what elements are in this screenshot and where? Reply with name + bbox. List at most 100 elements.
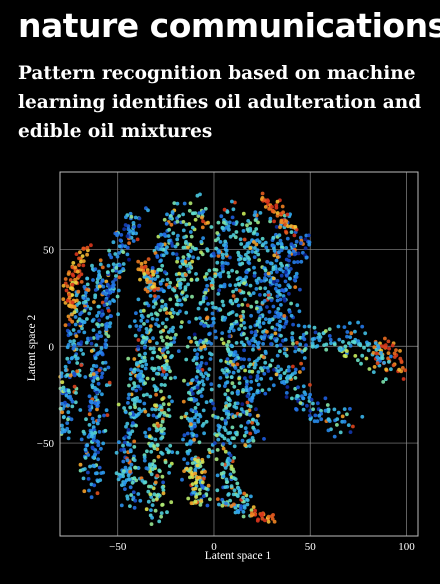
scatter-point (118, 238, 123, 243)
scatter-point (283, 222, 288, 227)
scatter-point (263, 268, 268, 273)
scatter-point (342, 325, 347, 329)
scatter-point (228, 283, 233, 288)
scatter-point (155, 473, 160, 478)
scatter-point (177, 214, 182, 218)
scatter-point (285, 236, 290, 241)
scatter-point (103, 342, 108, 346)
scatter-point (165, 510, 169, 515)
scatter-point (244, 275, 249, 279)
scatter-point (397, 367, 401, 372)
scatter-point (163, 325, 168, 329)
scatter-point (97, 269, 101, 274)
scatter-point (261, 342, 265, 346)
scatter-point (200, 460, 205, 464)
scatter-point (287, 254, 292, 258)
scatter-point (171, 287, 175, 292)
scatter-point (150, 407, 155, 412)
scatter-point (372, 365, 377, 369)
scatter-point (164, 221, 169, 226)
scatter-point (128, 324, 132, 329)
scatter-point (128, 211, 133, 216)
scatter-point (67, 360, 71, 364)
scatter-point (243, 368, 248, 373)
scatter-point (270, 205, 274, 209)
scatter-point (114, 450, 119, 455)
scatter-point (156, 268, 161, 272)
scatter-point (153, 407, 158, 412)
scatter-point (169, 222, 174, 227)
scatter-point (223, 418, 228, 423)
scatter-point (190, 461, 195, 465)
scatter-point (193, 486, 198, 491)
scatter-point (85, 443, 90, 448)
scatter-point (275, 199, 280, 204)
scatter-point (245, 394, 250, 398)
scatter-point (165, 212, 169, 217)
scatter-point (96, 275, 101, 280)
scatter-point (257, 240, 262, 244)
scatter-point (384, 367, 388, 372)
scatter-point (94, 364, 99, 369)
scatter-point (208, 276, 212, 281)
scatter-point (275, 353, 280, 358)
scatter-point (349, 331, 354, 336)
scatter-point (202, 431, 207, 436)
scatter-point (231, 359, 236, 364)
scatter-point (68, 332, 73, 336)
scatter-point (145, 289, 150, 294)
scatter-point (358, 343, 363, 348)
scatter-point (93, 356, 98, 360)
scatter-point (236, 303, 241, 308)
scatter-point (164, 251, 169, 255)
scatter-point (199, 321, 203, 326)
scatter-point (275, 255, 280, 259)
scatter-point (317, 338, 322, 343)
scatter-point (152, 459, 157, 463)
scatter-point (194, 272, 198, 276)
scatter-point (183, 297, 188, 302)
scatter-point (207, 332, 212, 337)
scatter-point (237, 253, 241, 258)
scatter-point (245, 303, 250, 308)
scatter-point (250, 369, 255, 374)
scatter-point (252, 265, 256, 270)
scatter-point (131, 221, 136, 225)
scatter-point (136, 384, 141, 389)
scatter-point (154, 371, 159, 376)
scatter-point (92, 483, 97, 488)
scatter-point (218, 271, 223, 276)
scatter-point (85, 252, 89, 257)
scatter-point (208, 351, 212, 356)
scatter-point (278, 238, 283, 243)
scatter-point (220, 434, 225, 438)
scatter-point (93, 395, 98, 400)
scatter-point (179, 302, 184, 307)
scatter-point (270, 358, 275, 363)
scatter-point (74, 334, 79, 338)
scatter-point (281, 288, 286, 293)
scatter-point (79, 348, 83, 352)
scatter-point (198, 363, 203, 368)
scatter-point (279, 303, 283, 307)
scatter-point (342, 407, 347, 411)
scatter-point (293, 376, 298, 380)
scatter-point (305, 403, 309, 408)
scatter-point (72, 384, 77, 389)
scatter-point (308, 392, 312, 397)
scatter-point (256, 345, 261, 349)
scatter-point (81, 467, 85, 472)
scatter-point (235, 270, 239, 274)
scatter-point (99, 334, 103, 338)
scatter-point (125, 245, 130, 250)
scatter-point (79, 363, 84, 367)
scatter-point (125, 496, 130, 501)
scatter-point (275, 343, 279, 348)
scatter-point (188, 201, 193, 206)
scatter-point (223, 485, 228, 489)
scatter-point (279, 218, 284, 223)
scatter-point (111, 262, 116, 267)
scatter-point (134, 311, 138, 316)
scatter-point (137, 216, 142, 221)
scatter-point (224, 501, 228, 506)
